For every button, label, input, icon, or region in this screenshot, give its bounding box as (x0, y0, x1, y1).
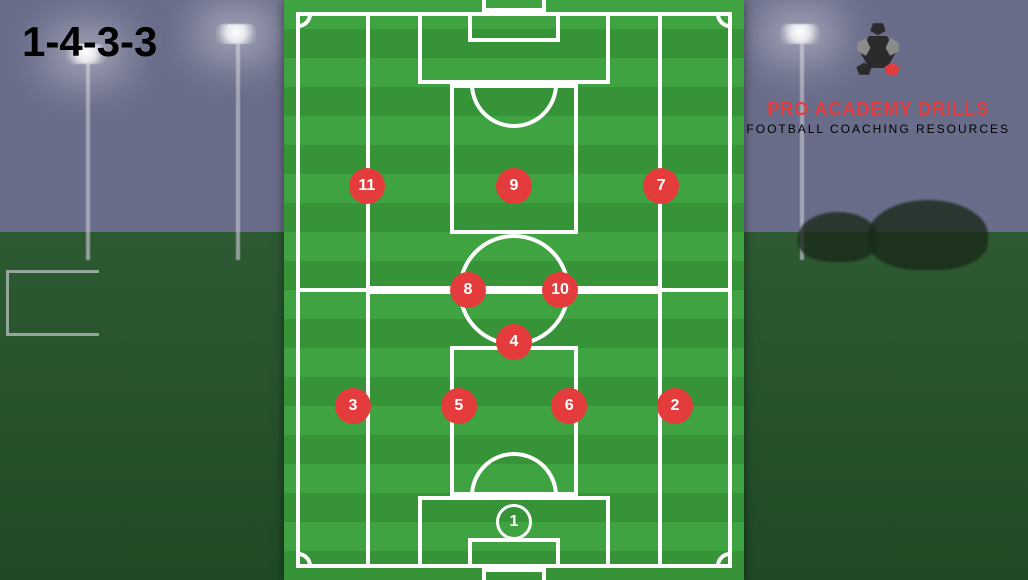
goal-top (482, 0, 546, 12)
player-8: 8 (450, 272, 486, 308)
bg-tree (868, 200, 988, 270)
floodlight-mast (236, 40, 240, 260)
formation-title: 1-4-3-3 (22, 18, 157, 66)
player-6: 6 (551, 388, 587, 424)
goal-bottom (482, 568, 546, 580)
stage: 1-4-3-3 PRO ACADEMY DRILLS FOOTBALL COAC… (0, 0, 1028, 580)
floodlight-lamp (216, 24, 256, 44)
brand-tagline: FOOTBALL COACHING RESOURCES (746, 122, 1010, 136)
corner-arc (284, 0, 312, 28)
bg-tree (798, 212, 878, 262)
floodlight-mast (86, 60, 90, 260)
player-11: 11 (349, 168, 385, 204)
brand-name: PRO ACADEMY DRILLS (746, 99, 1010, 120)
player-10: 10 (542, 272, 578, 308)
six-yard-box-top (468, 12, 560, 42)
player-3: 3 (335, 388, 371, 424)
pitch: 1 3 5 6 2 48 10 11 9 7 (284, 0, 744, 580)
player-5: 5 (441, 388, 477, 424)
six-yard-box-bottom (468, 538, 560, 568)
bg-goal-left (6, 270, 99, 336)
player-9: 9 (496, 168, 532, 204)
player-7: 7 (643, 168, 679, 204)
brand-block: PRO ACADEMY DRILLS FOOTBALL COACHING RES… (746, 20, 1010, 136)
brand-ball-icon (833, 20, 923, 90)
player-2: 2 (657, 388, 693, 424)
player-4: 4 (496, 324, 532, 360)
player-1: 1 (496, 504, 532, 540)
